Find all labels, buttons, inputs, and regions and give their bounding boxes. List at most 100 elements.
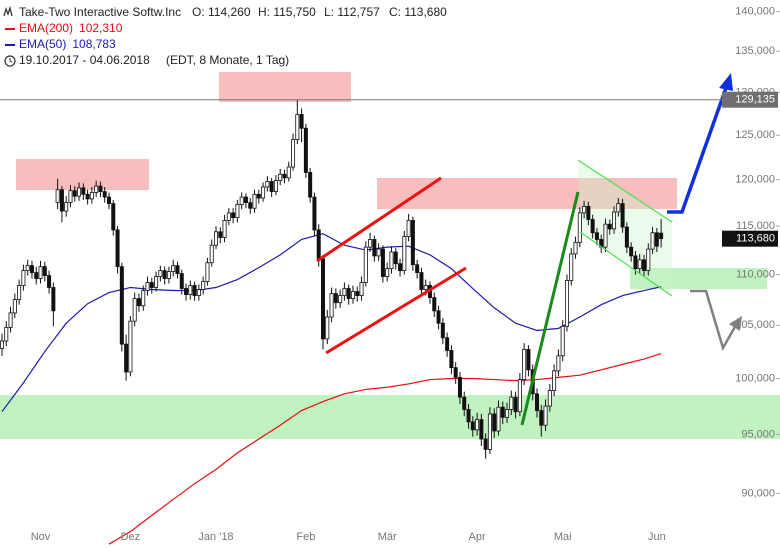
candle-body — [213, 231, 218, 246]
x-tick-label: Nov — [31, 531, 51, 543]
candle-body — [372, 239, 377, 257]
candle-body — [385, 268, 390, 277]
candle-body — [423, 285, 428, 290]
legend-bg — [0, 2, 460, 70]
y-tick-label: 125,000 — [735, 129, 775, 141]
legend-items: EMA(200) 102,310 EMA(50) 108,783 — [5, 21, 123, 51]
candle-body — [642, 259, 647, 272]
candle-body — [25, 265, 30, 272]
x-tick-label: Mär — [378, 531, 397, 543]
resistance-zone — [16, 159, 149, 190]
icon — [4, 55, 16, 67]
candle-body — [188, 285, 193, 295]
candle-body — [449, 350, 454, 369]
candle-body — [196, 289, 201, 296]
candle-body — [166, 271, 171, 279]
candle-body — [175, 265, 180, 274]
candle-body — [350, 291, 355, 300]
candle-body — [154, 276, 159, 288]
candle-body — [0, 340, 4, 349]
candle-body — [136, 298, 141, 307]
price-box — [722, 91, 778, 108]
candle-body — [629, 246, 634, 257]
trend-line — [316, 176, 442, 263]
last-price-box — [722, 230, 778, 247]
icon — [9, 58, 13, 63]
ohlc-label: O: 114,260 — [192, 5, 251, 19]
candle-body — [21, 270, 26, 286]
candle-body — [505, 409, 510, 418]
candle-body — [171, 265, 176, 272]
y-tick-label: 95,000 — [741, 428, 775, 440]
legend-value: 108,783 — [72, 37, 116, 51]
candle-body — [462, 396, 467, 410]
candle-body — [55, 189, 60, 204]
candle-body — [582, 205, 587, 214]
candle-body — [38, 266, 43, 279]
candle-body — [243, 196, 248, 204]
candle-body — [355, 291, 360, 296]
ohlc-label: L: 112,757 — [324, 5, 380, 19]
candle-body — [179, 273, 184, 289]
candle-body — [393, 251, 398, 265]
candle-body — [149, 282, 154, 288]
candle-body — [119, 266, 124, 345]
candle-body — [543, 405, 548, 426]
candle-body — [273, 180, 278, 192]
candle-body — [659, 232, 664, 240]
ohlc-label: C: 113,680 — [389, 5, 447, 19]
support-zone — [0, 395, 780, 439]
candle-body — [111, 203, 116, 231]
candle-body — [278, 173, 283, 181]
candle-body — [586, 205, 591, 220]
channel-line — [579, 231, 673, 297]
candle-body — [231, 212, 236, 218]
candle-body — [299, 114, 304, 129]
x-tick-label: Jan '18 — [198, 531, 233, 543]
series-layer — [1, 233, 662, 545]
candle-body — [102, 191, 107, 198]
candle-body — [496, 406, 501, 432]
candle-body — [81, 187, 86, 195]
candle-body — [376, 248, 381, 257]
x-tick-label: Jun — [648, 531, 666, 543]
candle-body — [248, 202, 253, 209]
candle-body — [333, 293, 338, 304]
candle-body — [564, 280, 569, 327]
candle-body — [612, 211, 617, 230]
price-label: 129,135 — [735, 94, 775, 106]
candle-body — [556, 355, 561, 372]
candle-body — [569, 253, 574, 281]
candle-body — [526, 349, 531, 371]
x-tick-label: Mai — [554, 531, 572, 543]
candle-body — [620, 203, 625, 228]
candle-body — [295, 114, 300, 140]
candle-body — [368, 239, 373, 248]
candle-body — [98, 185, 103, 192]
candle-body — [637, 259, 642, 270]
candle-body — [346, 288, 351, 300]
candle-body — [141, 290, 146, 307]
y-tick-label: 140,000 — [735, 6, 775, 18]
candle-body — [650, 232, 655, 250]
candle-body — [85, 193, 90, 200]
x-tick-label: Apr — [469, 531, 486, 543]
candle-body — [256, 193, 261, 199]
candle-body — [269, 181, 274, 192]
date-range: 19.10.2017 - 04.06.2018 — [19, 53, 150, 67]
candle-body — [235, 204, 240, 218]
channel-line — [577, 159, 673, 223]
candle-body — [363, 246, 368, 283]
arrow — [690, 289, 738, 352]
candle-body — [415, 264, 420, 273]
candle-body — [218, 231, 223, 238]
candle-body — [12, 299, 17, 314]
y-tick-label: 135,000 — [735, 45, 775, 57]
candle-body — [29, 265, 34, 273]
candle-body — [466, 409, 471, 423]
candle-body — [209, 244, 214, 264]
candle-body — [239, 196, 244, 205]
candle-body — [124, 343, 129, 373]
candle-body — [522, 349, 527, 380]
candle-body — [68, 190, 73, 204]
